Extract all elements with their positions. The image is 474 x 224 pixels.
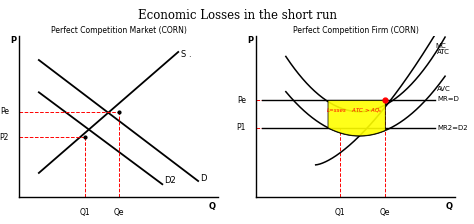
Text: MR=D: MR=D — [437, 96, 459, 102]
Text: Qe: Qe — [113, 208, 124, 218]
Text: Qe: Qe — [380, 208, 391, 218]
Text: S: S — [180, 50, 185, 59]
Text: P2: P2 — [0, 133, 9, 142]
Text: AVC: AVC — [437, 86, 451, 92]
Text: Economic Losses in the short run: Economic Losses in the short run — [137, 9, 337, 22]
Text: P: P — [10, 36, 16, 45]
Text: Q1: Q1 — [334, 208, 345, 218]
Polygon shape — [328, 100, 385, 136]
Text: P: P — [247, 36, 253, 45]
Title: Perfect Competition Firm (CORN): Perfect Competition Firm (CORN) — [292, 26, 419, 35]
Text: Q: Q — [446, 202, 453, 211]
Text: .: . — [188, 50, 191, 59]
Text: ATC > AQ$_{\rm c}$: ATC > AQ$_{\rm c}$ — [351, 106, 383, 115]
Title: Perfect Competition Market (CORN): Perfect Competition Market (CORN) — [51, 26, 186, 35]
Text: ATC: ATC — [437, 49, 450, 55]
Text: Q: Q — [209, 202, 216, 211]
Text: Q1: Q1 — [79, 208, 90, 218]
Text: Pe: Pe — [0, 107, 9, 116]
Text: MC: MC — [435, 43, 446, 49]
Text: P1: P1 — [237, 123, 246, 132]
Text: L=sses: L=sses — [327, 108, 346, 113]
Text: D: D — [200, 174, 207, 183]
Text: D2: D2 — [164, 176, 176, 185]
Text: Pe: Pe — [237, 96, 246, 105]
Text: MR2=D2: MR2=D2 — [437, 125, 468, 131]
